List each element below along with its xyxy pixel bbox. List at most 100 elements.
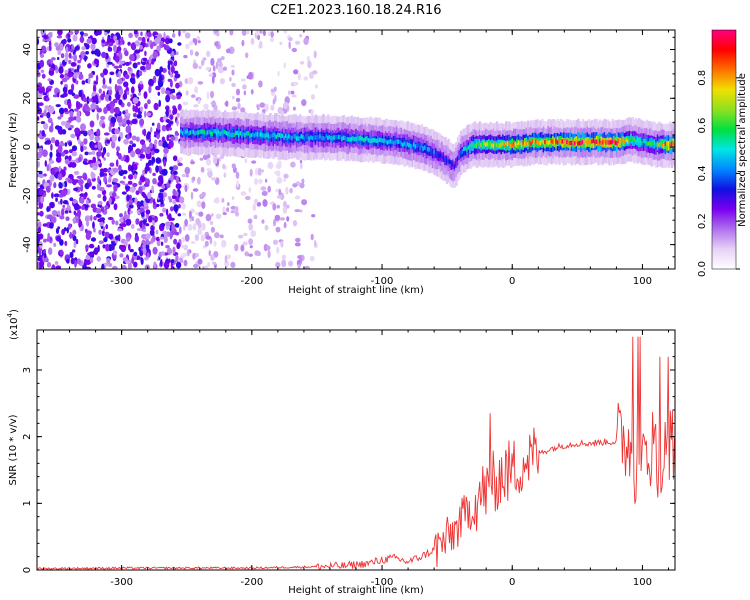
spectrogram-noise-cell [221,197,225,203]
spectrogram-ridge-cell [630,137,633,142]
spectrogram-ridge-cell [291,135,294,141]
spectrogram-noise-cell [138,180,143,186]
spectrogram-noise-cell [64,69,69,74]
spectrogram-ridge-cell [308,136,311,141]
spectrogram-ridge-cell [227,132,230,137]
spectrogram-ridge-cell [256,132,260,137]
spectrogram-noise-cell [47,232,50,240]
spectrogram-noise-cell [69,110,74,118]
spectrogram-y-tick-label: 40 [22,43,33,56]
spectrogram-ridge-cell [474,143,477,149]
spectrogram-ridge-cell [253,133,257,138]
spectrogram-noise-cell [85,51,89,55]
spectrogram-ridge-cell [425,146,428,151]
spectrogram-noise-cell [128,150,131,154]
spectrogram-noise-cell [116,85,122,90]
spectrogram-ridge-cell [495,142,499,148]
spectrogram-ridge-cell [239,131,242,136]
spectrogram-noise-cell [205,213,212,222]
spectrogram-ridge-cell [478,141,482,147]
spectrogram-noise-cell [55,104,61,108]
spectrogram-ridge-cell [359,135,363,146]
spectrogram-noise-cell [231,69,235,76]
colorbar-tick-label: 0.2 [697,213,708,229]
spectrogram-ridge-cell [611,139,614,144]
spectrogram-noise-cell [250,37,255,45]
spectrogram-noise-cell [126,119,130,125]
spectrogram-ridge-cell [555,139,558,144]
spectrogram-noise-cell [63,92,68,98]
spectrogram-noise-cell [165,37,170,45]
spectrogram-noise-cell [270,104,275,111]
spectrogram-ridge-cell [428,147,432,152]
spectrogram-noise-cell [106,139,111,144]
spectrogram-noise-cell [112,178,119,183]
spectrogram-ridge-cell [420,143,424,153]
spectrogram-noise-cell [131,118,138,125]
spectrogram-noise-cell [146,112,152,117]
spectrogram-noise-cell [48,160,53,164]
spectrogram-noise-cell [181,244,187,249]
spectrogram-noise-cell [138,246,141,252]
spectrogram-ridge-cell [217,129,221,135]
spectrogram-noise-cell [286,105,290,112]
spectrogram-noise-cell [248,71,253,80]
spectrogram-noise-cell [47,85,53,89]
spectrogram-noise-cell [95,208,102,214]
spectrogram-noise-cell [213,240,217,247]
spectrogram-noise-cell [168,127,172,131]
spectrogram-ridge-cell [249,133,252,139]
spectrogram-ridge-cell [416,143,419,148]
spectrogram-noise-cell [185,174,189,178]
spectrogram-noise-cell [126,134,131,140]
spectrogram-noise-cell [70,133,76,139]
spectrogram-noise-cell [184,234,190,242]
spectrogram-ridge-cell [661,143,664,149]
spectrogram-noise-cell [142,228,146,233]
spectrogram-noise-cell [125,112,131,117]
spectrogram-noise-cell [100,115,106,121]
spectrogram-ridge-cell [530,141,533,147]
spectrogram-noise-cell [226,207,230,212]
spectrogram-ridge-cell [574,141,577,146]
spectrogram-noise-cell [86,38,92,44]
spectrogram-noise-cell [188,210,192,219]
spectrogram-noise-cell [103,237,108,243]
spectrogram-ridge-cell [264,134,267,139]
spectrogram-noise-cell [204,240,209,247]
spectrogram-noise-cell [51,137,56,144]
spectrogram-ridge-cell [183,129,186,135]
spectrogram-noise-cell [150,126,153,133]
spectrogram-noise-cell [73,187,79,191]
spectrogram-noise-cell [98,88,102,94]
spectrogram-noise-cell [165,221,172,227]
spectrogram-ridge-cell [281,133,285,138]
spectrogram-noise-cell [104,205,109,209]
spectrogram-noise-cell [74,259,77,268]
spectrogram-noise-cell [136,113,142,119]
spectrogram-ridge-cell [644,139,647,144]
spectrogram-noise-cell [208,250,211,257]
spectrogram-noise-cell [205,66,210,71]
spectrogram-x-axis-label: Height of straight line (km) [288,285,424,296]
spectrogram-noise-cell [292,183,298,188]
spectrogram-noise-cell [227,202,230,206]
spectrogram-ridge-cell [450,161,453,167]
spectrogram-noise-cell [222,163,226,170]
spectrogram-noise-cell [105,243,110,252]
spectrogram-noise-cell [189,40,194,46]
spectrogram-noise-cell [131,73,135,77]
spectrogram-ridge-cell [645,141,649,146]
spectrogram-ridge-cell [438,153,441,158]
spectrogram-noise-cell [62,38,67,45]
spectrogram-noise-cell [116,146,120,152]
spectrogram-noise-cell [230,64,236,68]
spectrogram-noise-cell [147,131,152,136]
spectrogram-ridge-cell [417,142,421,148]
spectrogram-noise-cell [113,184,118,192]
spectrogram-noise-cell [225,48,231,54]
spectrogram-ridge-cell [672,141,675,146]
spectrogram-ridge-cell [549,140,552,145]
spectrogram-ridge-cell [303,136,307,141]
spectrogram-noise-cell [286,216,290,222]
